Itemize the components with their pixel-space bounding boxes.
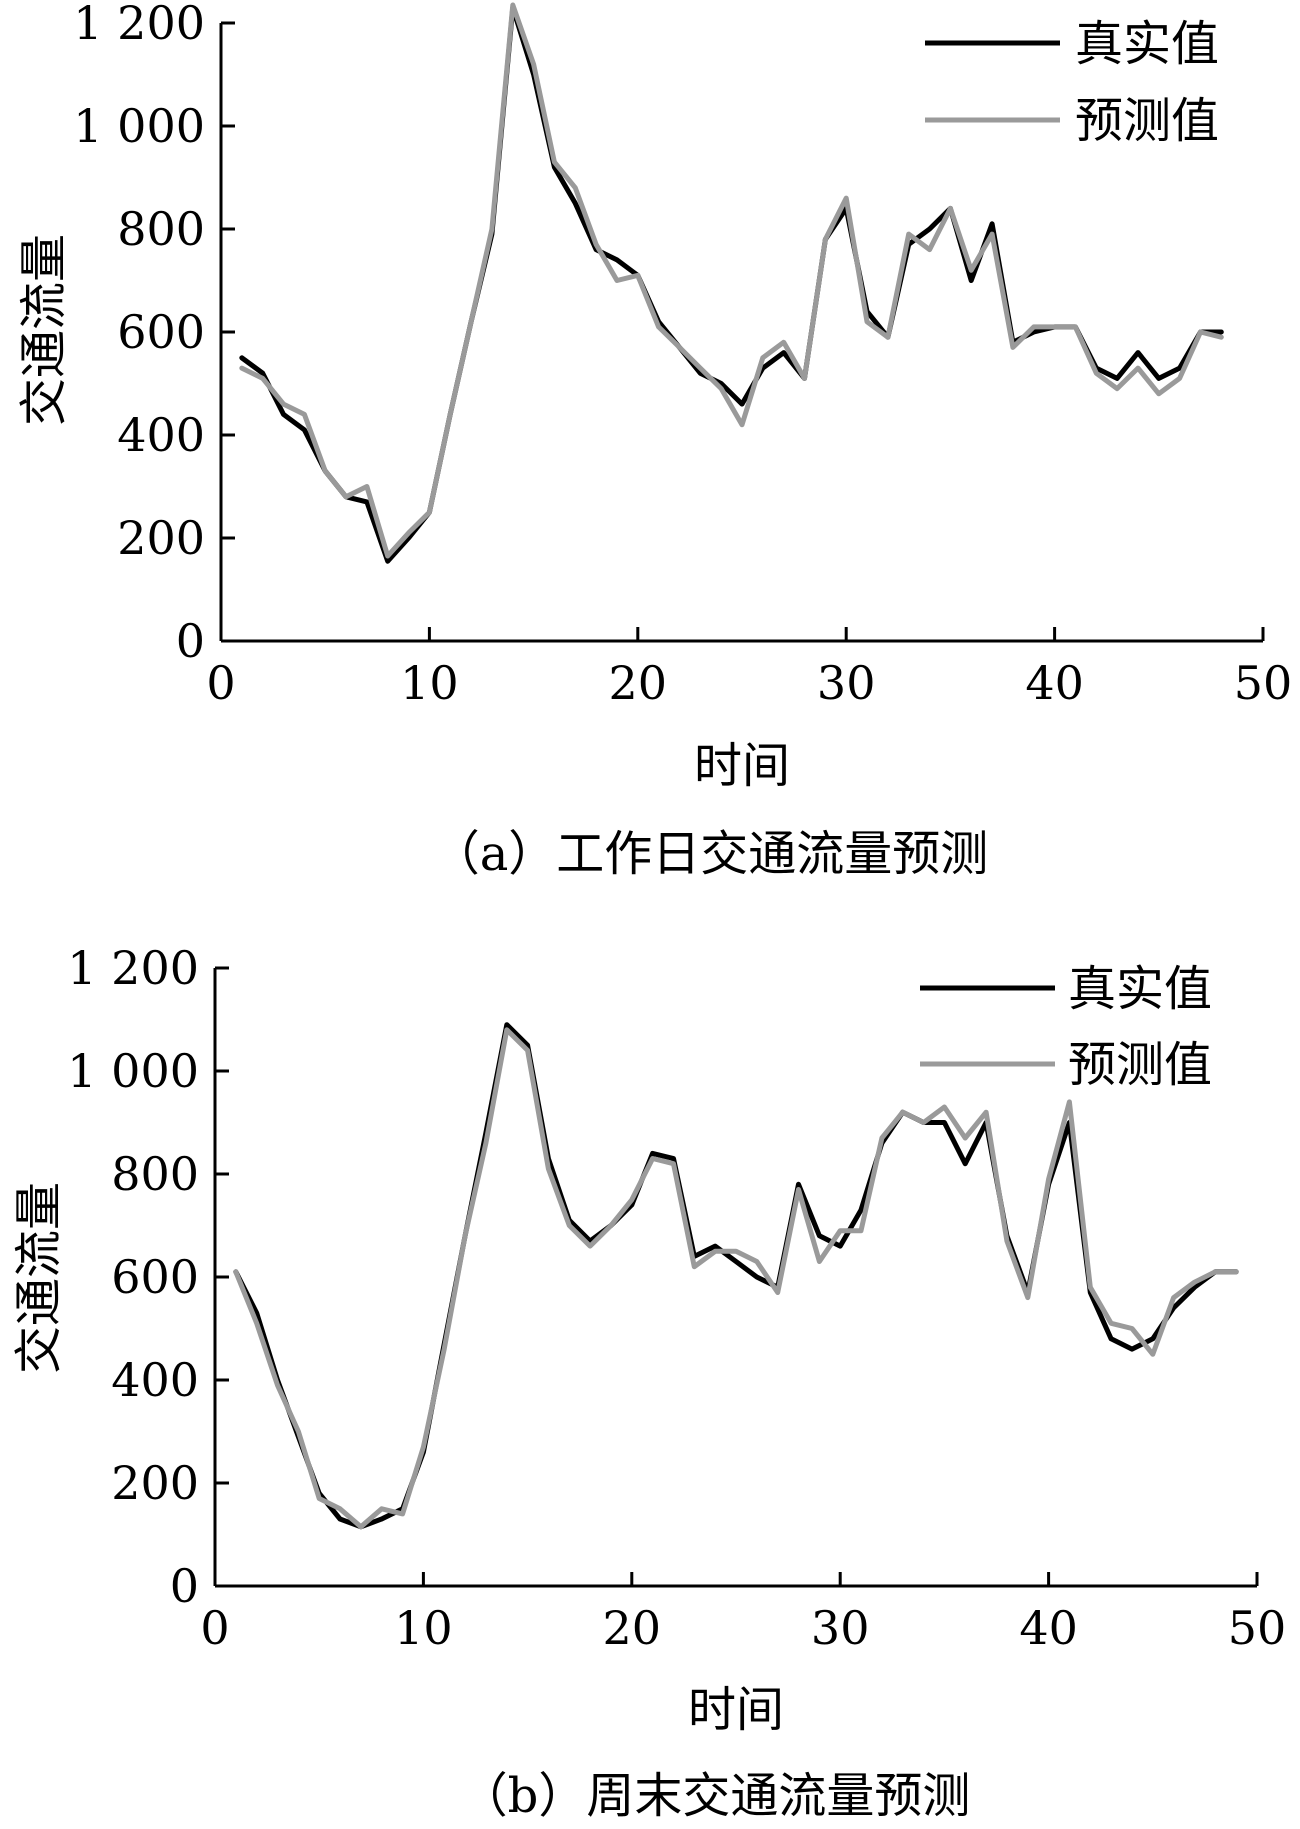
x-ticks: 0 10 20 30 40 50 xyxy=(206,627,1292,710)
series-line-actual xyxy=(239,5,1224,564)
y-tick-label: 0 xyxy=(176,614,205,668)
legend: 真实值 预测值 xyxy=(920,961,1212,1093)
series-layer xyxy=(239,2,1224,564)
y-axis-title: 交通流量 xyxy=(16,234,72,426)
y-tick-label: 600 xyxy=(117,305,205,359)
x-tick-label: 30 xyxy=(811,1601,870,1655)
x-tick-label: 30 xyxy=(817,656,876,710)
y-ticks: 0 200 400 600 800 1 000 1 200 xyxy=(67,941,229,1613)
legend-label-predicted: 预测值 xyxy=(1075,93,1219,149)
y-tick-label: 600 xyxy=(111,1250,199,1304)
x-axis-title: 时间 xyxy=(688,1682,784,1738)
x-tick-label: 0 xyxy=(200,1601,229,1655)
legend-label-actual: 真实值 xyxy=(1068,961,1212,1017)
chart-caption: （b）周末交通流量预测 xyxy=(460,1768,971,1824)
x-tick-label: 20 xyxy=(609,656,668,710)
y-tick-label: 200 xyxy=(111,1456,199,1510)
y-tick-label: 200 xyxy=(117,511,205,565)
y-axis-title: 交通流量 xyxy=(11,1182,67,1374)
x-tick-label: 10 xyxy=(394,1601,453,1655)
x-tick-label: 40 xyxy=(1019,1601,1078,1655)
legend-label-actual: 真实值 xyxy=(1075,16,1219,72)
legend-label-predicted: 预测值 xyxy=(1068,1037,1212,1093)
y-tick-label: 800 xyxy=(111,1147,199,1201)
x-tick-label: 50 xyxy=(1234,656,1293,710)
x-tick-label: 20 xyxy=(603,1601,662,1655)
y-tick-label: 800 xyxy=(117,202,205,256)
series-line-predicted xyxy=(239,2,1224,559)
chart-caption: （a）工作日交通流量预测 xyxy=(432,826,989,882)
y-tick-label: 400 xyxy=(117,408,205,462)
y-tick-label: 0 xyxy=(170,1559,199,1613)
x-tick-label: 0 xyxy=(206,656,235,710)
chart-weekend: 0 200 400 600 800 1 000 1 200 0 10 20 30 40 50 交通流量… xyxy=(11,941,1286,1824)
x-tick-label: 50 xyxy=(1228,1601,1287,1655)
x-axis-title: 时间 xyxy=(694,738,790,794)
series-line-actual xyxy=(233,1022,1239,1530)
y-tick-label: 1 000 xyxy=(73,99,205,153)
y-tick-label: 1 000 xyxy=(67,1044,199,1098)
x-ticks: 0 10 20 30 40 50 xyxy=(200,1572,1286,1655)
y-tick-label: 400 xyxy=(111,1353,199,1407)
series-layer xyxy=(233,1022,1239,1530)
y-tick-label: 1 200 xyxy=(67,941,199,995)
x-tick-label: 10 xyxy=(400,656,459,710)
legend: 真实值 预测值 xyxy=(925,16,1219,149)
series-line-predicted xyxy=(233,1027,1239,1530)
y-tick-label: 1 200 xyxy=(73,0,205,50)
chart-workday: 0 200 400 600 800 1 000 1 200 0 10 20 30 40 50 交通流量… xyxy=(16,0,1292,882)
x-tick-label: 40 xyxy=(1025,656,1084,710)
y-ticks: 0 200 400 600 800 1 000 1 200 xyxy=(73,0,235,668)
